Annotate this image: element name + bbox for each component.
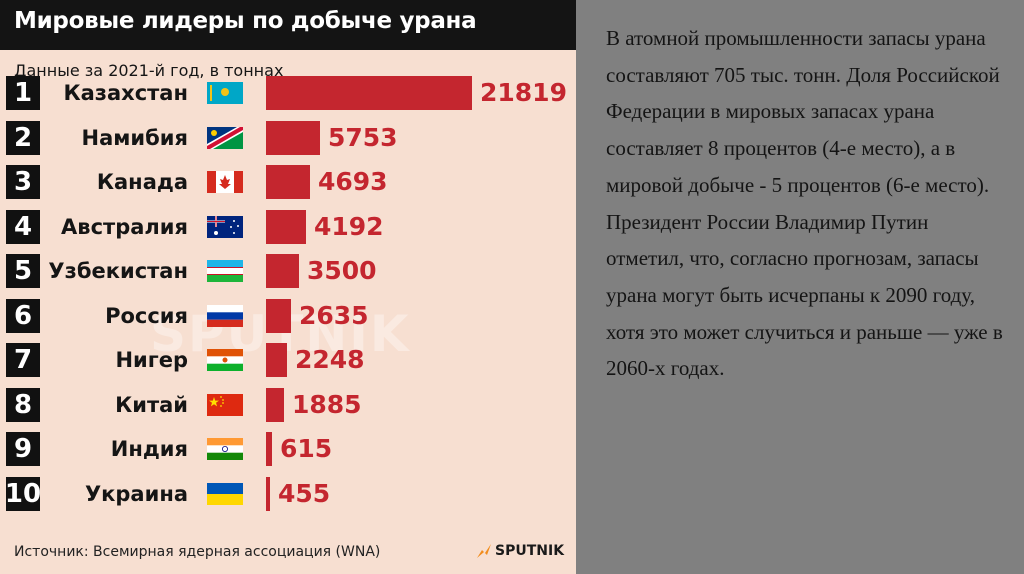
sputnik-logo: SPUTNIK (476, 543, 564, 559)
rank-badge: 2 (6, 120, 40, 155)
uz-flag-icon (207, 260, 243, 282)
au-flag-icon (207, 215, 243, 238)
in-flag-icon (207, 438, 243, 460)
bar (266, 76, 472, 110)
rank-badge: 3 (6, 165, 40, 199)
value-label: 5753 (328, 122, 398, 152)
rank-badge: 4 (6, 209, 40, 244)
infographic-header: Мировые лидеры по добыче урана (0, 0, 576, 50)
country-label: Индия (110, 437, 188, 461)
na-flag-icon (207, 126, 243, 149)
bar (266, 476, 270, 511)
ua-flag-icon (207, 482, 243, 505)
country-label: Россия (105, 303, 188, 328)
country-label: Канада (96, 170, 188, 194)
country-label: Украина (84, 481, 188, 506)
country-label: Узбекистан (48, 259, 188, 283)
value-label: 2248 (295, 345, 365, 374)
rank-badge: 1 (6, 76, 40, 110)
country-label: Австралия (61, 214, 188, 239)
ru-flag-icon (207, 304, 243, 327)
bar (266, 120, 320, 155)
uranium-infographic: Мировые лидеры по добыче урана Данные за… (0, 0, 576, 574)
bar (266, 432, 272, 466)
bar (266, 387, 284, 422)
country-label: Китай (115, 392, 188, 417)
rank-badge: 5 (6, 254, 40, 288)
sputnik-logo-text: SPUTNIK (495, 543, 565, 559)
rank-badge: 7 (6, 343, 40, 377)
source-note: Источник: Всемирная ядерная ассоциация (… (14, 544, 381, 560)
value-label: 455 (278, 478, 331, 508)
value-label: 3500 (307, 256, 377, 285)
rank-badge: 10 (4, 476, 42, 511)
kz-flag-icon (207, 82, 243, 104)
bar (266, 209, 306, 244)
sputnik-logo-icon (477, 544, 491, 558)
bar (266, 298, 291, 333)
value-label: 4693 (318, 167, 388, 196)
bar (266, 343, 287, 377)
rank-badge: 9 (6, 432, 40, 466)
bar (266, 165, 310, 199)
country-label: Нигер (115, 348, 188, 372)
country-label: Намибия (81, 125, 189, 150)
rank-badge: 8 (6, 387, 40, 422)
side-paragraph: В атомной промышленности запасы урана со… (606, 26, 1003, 381)
value-label: 2635 (299, 300, 369, 330)
text-panel: В атомной промышленности запасы урана со… (576, 0, 1024, 574)
value-label: 1885 (292, 389, 362, 419)
rank-badge: 6 (6, 298, 40, 333)
value-label: 615 (280, 434, 333, 463)
country-label: Казахстан (63, 81, 188, 105)
ne-flag-icon (207, 349, 243, 371)
value-label: 21819 (480, 78, 567, 107)
value-label: 4192 (314, 211, 384, 241)
chart-subtitle: Данные за 2021-й год, в тоннах (14, 61, 284, 80)
ca-flag-icon (207, 171, 243, 193)
cn-flag-icon (207, 393, 243, 416)
bar (266, 254, 299, 288)
chart-title: Мировые лидеры по добыче урана (14, 8, 477, 34)
